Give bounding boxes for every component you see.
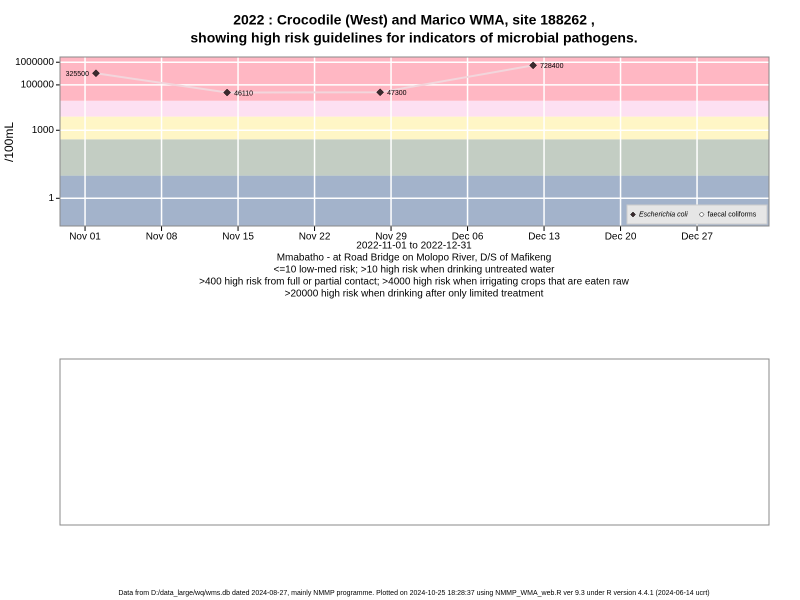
y-tick-label: 1000000 xyxy=(15,57,54,68)
x-tick-label: Nov 08 xyxy=(146,232,178,243)
data-point xyxy=(529,61,537,70)
risk-band xyxy=(60,116,769,140)
legend-marker xyxy=(698,211,705,218)
y-tick-label: 1 xyxy=(48,193,54,204)
data-point xyxy=(376,88,384,97)
risk-band xyxy=(60,57,769,101)
legend-box xyxy=(626,204,768,225)
x-tick-label: Dec 27 xyxy=(681,232,713,243)
series-line xyxy=(95,64,534,94)
x-tick-label: Nov 29 xyxy=(375,232,407,243)
y-tick-label: 1000 xyxy=(32,125,55,136)
x-tick-label: Dec 13 xyxy=(528,232,560,243)
data-point xyxy=(92,69,100,78)
subtitle: Mmabatho - at Road Bridge on Molopo Rive… xyxy=(277,253,552,264)
data-label: 728400 xyxy=(540,63,563,70)
x-axis-label: 2022-11-01 to 2022-12-31 xyxy=(356,241,472,252)
data-label: 47300 xyxy=(387,90,407,97)
y-tick-label: 100000 xyxy=(21,80,55,91)
data-label: 325500 xyxy=(66,71,89,78)
legend-label: faecal coliforms xyxy=(708,211,757,218)
chart-title: showing high risk guidelines for indicat… xyxy=(190,30,637,46)
legend-label: Escherichia coli xyxy=(639,211,688,218)
data-label: 46110 xyxy=(234,90,253,97)
subtitle: >400 high risk from full or partial cont… xyxy=(199,277,629,288)
chart-title: 2022 : Crocodile (West) and Marico WMA, … xyxy=(233,12,595,28)
x-tick-label: Nov 22 xyxy=(299,232,331,243)
x-tick-label: Nov 15 xyxy=(222,232,254,243)
empty-panel xyxy=(59,358,770,526)
risk-band xyxy=(60,139,769,176)
x-tick-label: Nov 01 xyxy=(69,232,101,243)
data-point xyxy=(223,88,231,97)
plot-frame xyxy=(59,56,770,227)
risk-band xyxy=(60,100,769,117)
legend-marker xyxy=(630,211,636,218)
x-tick-label: Dec 06 xyxy=(452,232,484,243)
subtitle: >20000 high risk when drinking after onl… xyxy=(285,289,544,300)
subtitle: <=10 low-med risk; >10 high risk when dr… xyxy=(274,265,556,276)
y-axis-label: /100mL xyxy=(2,122,16,162)
x-tick-label: Dec 20 xyxy=(605,232,637,243)
footer: Data from D:/data_large/wq/wms.db dated … xyxy=(118,590,709,597)
